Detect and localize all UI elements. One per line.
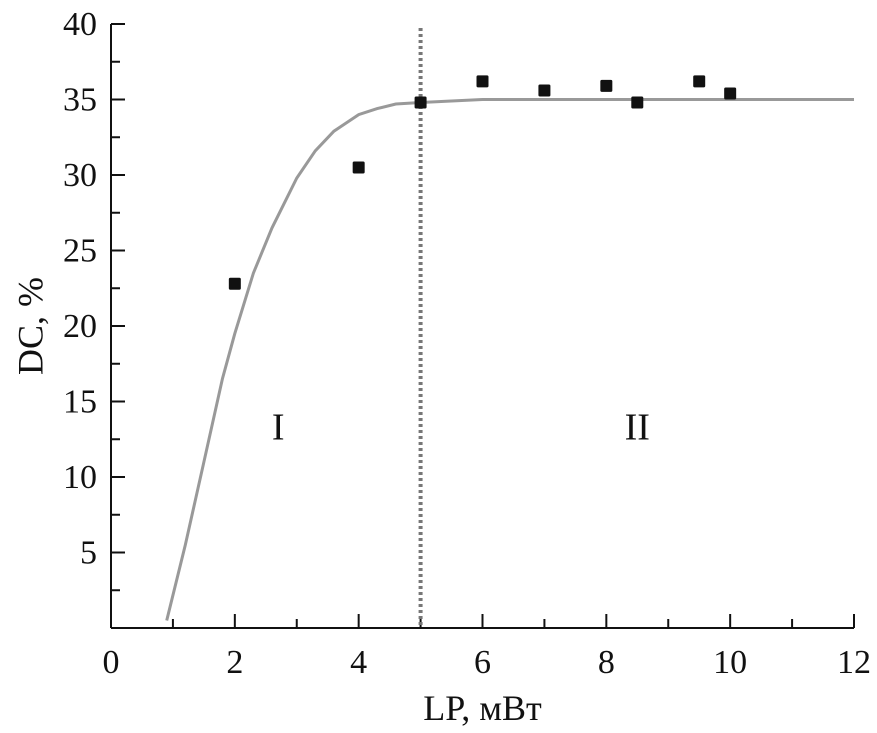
x-tick-label: 0 <box>103 644 120 681</box>
data-point <box>693 75 706 88</box>
y-axis-label: DC, % <box>10 277 50 375</box>
data-point <box>724 87 737 100</box>
region-label: I <box>272 406 285 448</box>
fit-curve-layer <box>165 98 854 621</box>
x-tick-label: 10 <box>713 644 747 681</box>
y-tick-label: 20 <box>63 308 97 345</box>
x-tick-label: 4 <box>350 644 367 681</box>
x-tick-label: 6 <box>474 644 491 681</box>
region-labels-layer: I II <box>272 406 650 448</box>
y-tick-label: 15 <box>63 384 97 421</box>
x-tick-label: 2 <box>226 644 243 681</box>
data-point <box>600 79 613 92</box>
y-tick-label: 5 <box>80 535 97 572</box>
fit-curve <box>165 98 854 621</box>
x-axis-label: LP, мВт <box>423 688 542 728</box>
data-point <box>352 161 365 174</box>
data-point <box>476 75 489 88</box>
x-tick-label: 8 <box>598 644 615 681</box>
data-point <box>538 84 551 97</box>
x-tick-label: 12 <box>837 644 871 681</box>
data-point <box>414 96 427 109</box>
axes: 0 2 4 6 8 10 12 5 10 15 20 25 30 35 40 <box>63 6 871 681</box>
y-tick-label: 25 <box>63 233 97 270</box>
y-tick-label: 30 <box>63 157 97 194</box>
y-tick-label: 40 <box>63 6 97 43</box>
data-points-layer <box>228 75 737 290</box>
region-label: II <box>625 406 650 448</box>
y-tick-label: 35 <box>63 82 97 119</box>
data-point <box>631 96 644 109</box>
data-point <box>228 277 241 290</box>
y-tick-label: 10 <box>63 459 97 496</box>
